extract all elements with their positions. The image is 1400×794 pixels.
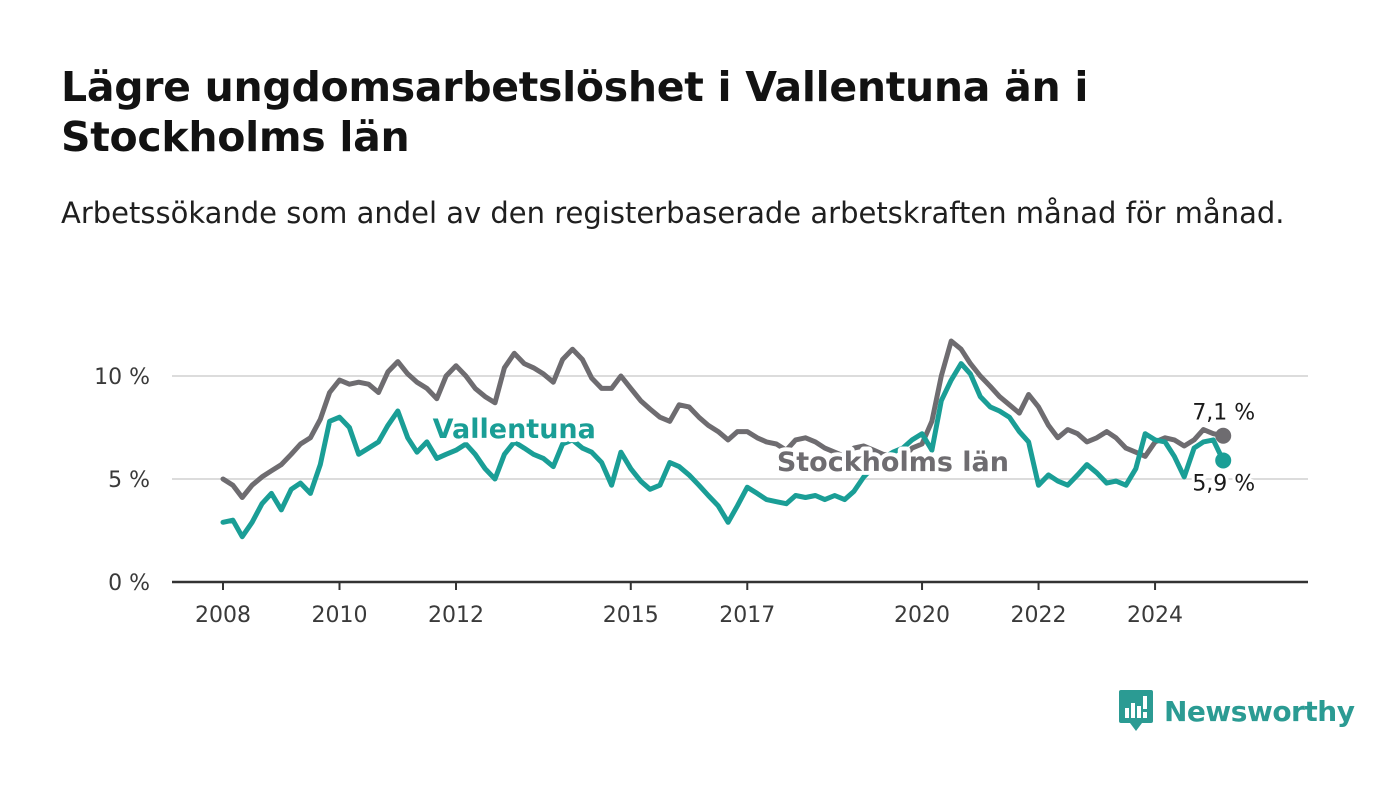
series-label-stockholms-lan: Stockholms län — [777, 447, 1009, 478]
end-point-marker — [1215, 427, 1232, 444]
end-value-label: 5,9 % — [1192, 471, 1255, 496]
x-tick-label: 2010 — [312, 603, 368, 628]
newsworthy-brand[interactable]: Newsworthy — [1118, 688, 1355, 734]
y-tick-label: 5 % — [108, 468, 150, 493]
annotations: Vallentuna Stockholms län 7,1 % 5,9 % — [429, 398, 1259, 500]
y-tick-label: 0 % — [108, 571, 150, 596]
end-value-label: 7,1 % — [1192, 401, 1255, 426]
series-label-vallentuna: Vallentuna — [433, 414, 596, 445]
x-tick-label: 2022 — [1011, 603, 1067, 628]
brand-name: Newsworthy — [1164, 694, 1355, 728]
x-tick-label: 2020 — [894, 603, 950, 628]
series-line-vallentuna — [220, 361, 1226, 540]
x-tick-label: 2012 — [428, 603, 484, 628]
x-axis: 2008 2010 2012 2015 2017 2020 2022 2024 — [172, 580, 1308, 628]
page-subtitle: Arbetssökande som andel av den registerb… — [61, 196, 1285, 230]
series-lines — [220, 338, 1226, 540]
y-tick-label: 10 % — [94, 365, 150, 390]
bar-chart-speech-icon — [1119, 690, 1153, 731]
series-line-stockholms-lan — [220, 338, 1226, 500]
x-tick-label: 2015 — [603, 603, 659, 628]
y-axis: 0 % 5 % 10 % — [94, 365, 150, 596]
end-point-marker — [1215, 452, 1232, 469]
x-tick-label: 2008 — [195, 603, 251, 628]
x-tick-label: 2017 — [719, 603, 775, 628]
grid-lines — [172, 375, 1308, 480]
page-title: Lägre ungdomsarbetslöshet i Vallentuna ä… — [61, 63, 1089, 161]
x-tick-label: 2024 — [1127, 603, 1183, 628]
